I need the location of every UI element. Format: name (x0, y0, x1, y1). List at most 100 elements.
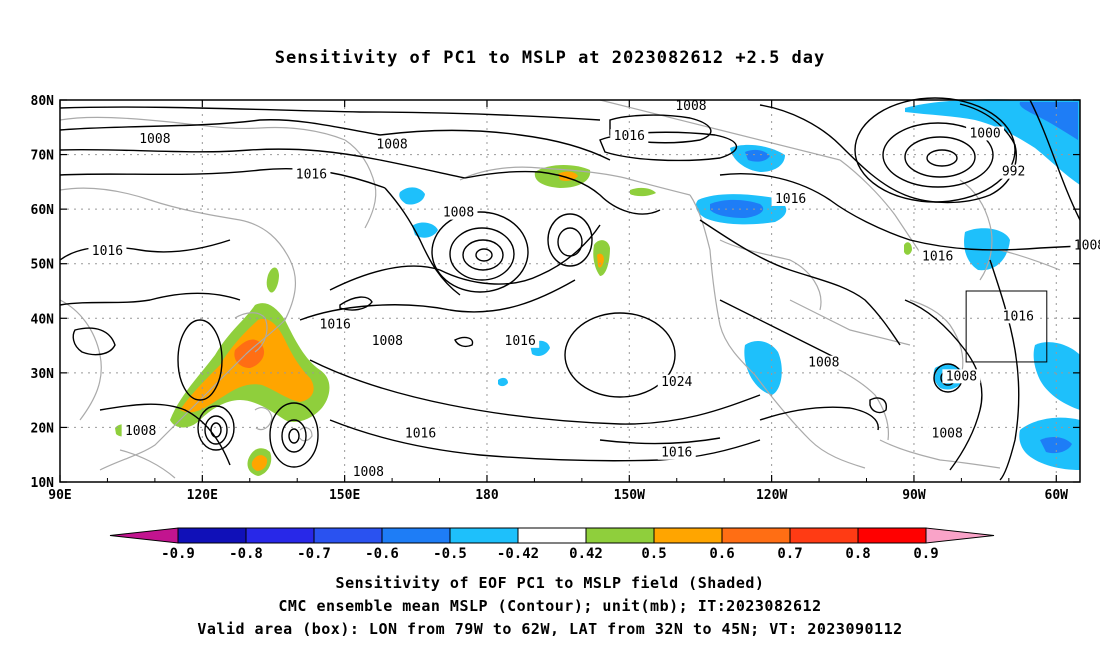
lon-tick-label: 90W (902, 488, 926, 503)
valid-area-box (965, 290, 1048, 363)
contour-label-bg (804, 355, 843, 370)
sensitivity-shading (115, 99, 1080, 476)
contour-label-bg (368, 333, 407, 348)
colorbar-label: -0.5 (433, 546, 467, 562)
lat-tick-label: 30N (31, 367, 55, 382)
lon-tick-label: 180 (475, 488, 499, 503)
contour-label: 1016 (661, 446, 692, 461)
contour-label: 1016 (320, 317, 351, 332)
contour-label: 1008 (376, 137, 407, 152)
colorbar-label: -0.7 (297, 546, 331, 562)
colorbar-label: 0.6 (709, 546, 734, 562)
colorbar-label: -0.8 (229, 546, 263, 562)
contour-label: 1008 (946, 369, 977, 384)
contour-label: 1008 (443, 206, 474, 221)
caption-contour: CMC ensemble mean MSLP (Contour); unit(m… (278, 597, 822, 615)
lat-tick-label: 40N (31, 312, 55, 327)
positive-shading-bering-core (558, 171, 578, 181)
contour-label: 1008 (139, 132, 170, 147)
colorbar-high-arrow (925, 527, 995, 544)
contour-label: 1008 (675, 99, 706, 114)
colorbar-label: 0.9 (913, 546, 938, 562)
contour-label: 1016 (505, 334, 536, 349)
lon-tick-label: 90E (48, 488, 71, 503)
lat-tick-label: 10N (31, 476, 55, 491)
lat-tick-label: 70N (31, 149, 55, 164)
contour-label-bg (349, 464, 388, 479)
contour-label-bg (671, 99, 710, 114)
colorbar-segment (313, 527, 383, 544)
contour-label: 1008 (1074, 238, 1100, 253)
colorbar-segment (517, 527, 587, 544)
colorbar-label: -0.6 (365, 546, 399, 562)
contour-label: 1008 (932, 427, 963, 442)
contour-label: 1016 (775, 192, 806, 207)
contour-label: 1008 (372, 334, 403, 349)
contour-label-bg (292, 167, 331, 182)
latitude-labels: 80N 70N 60N 50N 40N 30N 20N 10N (31, 94, 1080, 491)
negative-shading-atlantic-east (1033, 342, 1080, 410)
colorbar-segment (177, 527, 247, 544)
colorbar-segment (381, 527, 451, 544)
contour-labels: 1008 1008 1016 1008 1016 1000 992 1016 1008 1016 1… (88, 99, 1100, 480)
contour-label-bg (135, 131, 174, 146)
negative-shading-pacific-mid-2 (498, 377, 508, 387)
contour-label-bg (771, 191, 810, 206)
positive-shading-japan-red (234, 339, 265, 368)
contour-label-bg (439, 205, 478, 220)
contour-label-bg (1070, 238, 1100, 253)
lon-tick-label: 120E (187, 488, 218, 503)
negative-shading-arctic-core (745, 149, 770, 162)
contour-label: 1016 (92, 244, 123, 259)
contour-label-bg (928, 426, 967, 441)
map-title: Sensitivity of PC1 to MSLP at 2023082612… (274, 48, 826, 68)
colorbar-label: 0.7 (777, 546, 802, 562)
contour-label-bg (966, 126, 1005, 141)
contour-label-bg (999, 309, 1038, 324)
map-frame (59, 99, 1081, 483)
contour-label: 992 (1002, 165, 1025, 180)
lon-tick-label: 120W (756, 488, 787, 503)
positive-shading-south-core (251, 455, 268, 471)
caption-valid-area: Valid area (box): LON from 79W to 62W, L… (197, 620, 903, 638)
contour-label: 1008 (353, 465, 384, 480)
colorbar-segment (721, 527, 791, 544)
contour-label: 1016 (296, 167, 327, 182)
negative-shading-atlantic-south-core (1040, 436, 1072, 454)
coastlines (59, 99, 1061, 479)
contour-label: 1008 (125, 424, 156, 439)
negative-shading-nw-pacific-2 (412, 222, 438, 238)
contour-label: 1016 (405, 427, 436, 442)
contour-label: 1008 (808, 356, 839, 371)
lat-tick-label: 20N (31, 421, 55, 436)
contour-label-bg (610, 129, 649, 144)
lon-tick-label: 150E (329, 488, 360, 503)
colorbar-low-arrow (109, 527, 179, 544)
negative-shading-greenland (905, 99, 1080, 185)
negative-shading-nw-pacific (399, 187, 425, 205)
colorbar-segment (789, 527, 859, 544)
contour-label-bg (657, 445, 696, 460)
contour-label-bg (942, 369, 981, 384)
contour-label: 1016 (1003, 309, 1034, 324)
lon-tick-label: 150W (614, 488, 645, 503)
colorbar-label: 0.42 (569, 546, 603, 562)
caption-shading: Sensitivity of EOF PC1 to MSLP field (Sh… (335, 574, 765, 592)
lon-tick-label: 60W (1045, 488, 1069, 503)
colorbar-label: -0.42 (497, 546, 539, 562)
colorbar-segment (449, 527, 519, 544)
colorbar-segment (857, 527, 927, 544)
positive-shading-alaska (630, 187, 656, 197)
colorbar-segment (653, 527, 723, 544)
colorbar-label: -0.9 (161, 546, 195, 562)
negative-shading-alaska-core (710, 199, 764, 218)
contour-label-bg (918, 249, 957, 264)
contour-label: 1000 (969, 126, 1000, 141)
contour-label-bg (998, 164, 1029, 179)
contour-label: 1016 (614, 129, 645, 144)
colorbar: -0.9 -0.8 -0.7 -0.6 -0.5 -0.42 0.42 0.5 0.6 0.7 0.… (109, 527, 995, 562)
contour-label-bg (88, 243, 127, 258)
positive-shading-canada (904, 242, 912, 255)
colorbar-label: 0.5 (641, 546, 666, 562)
longitude-labels: 90E 120E 150E 180 150W 120W 90W 60W (48, 100, 1068, 503)
